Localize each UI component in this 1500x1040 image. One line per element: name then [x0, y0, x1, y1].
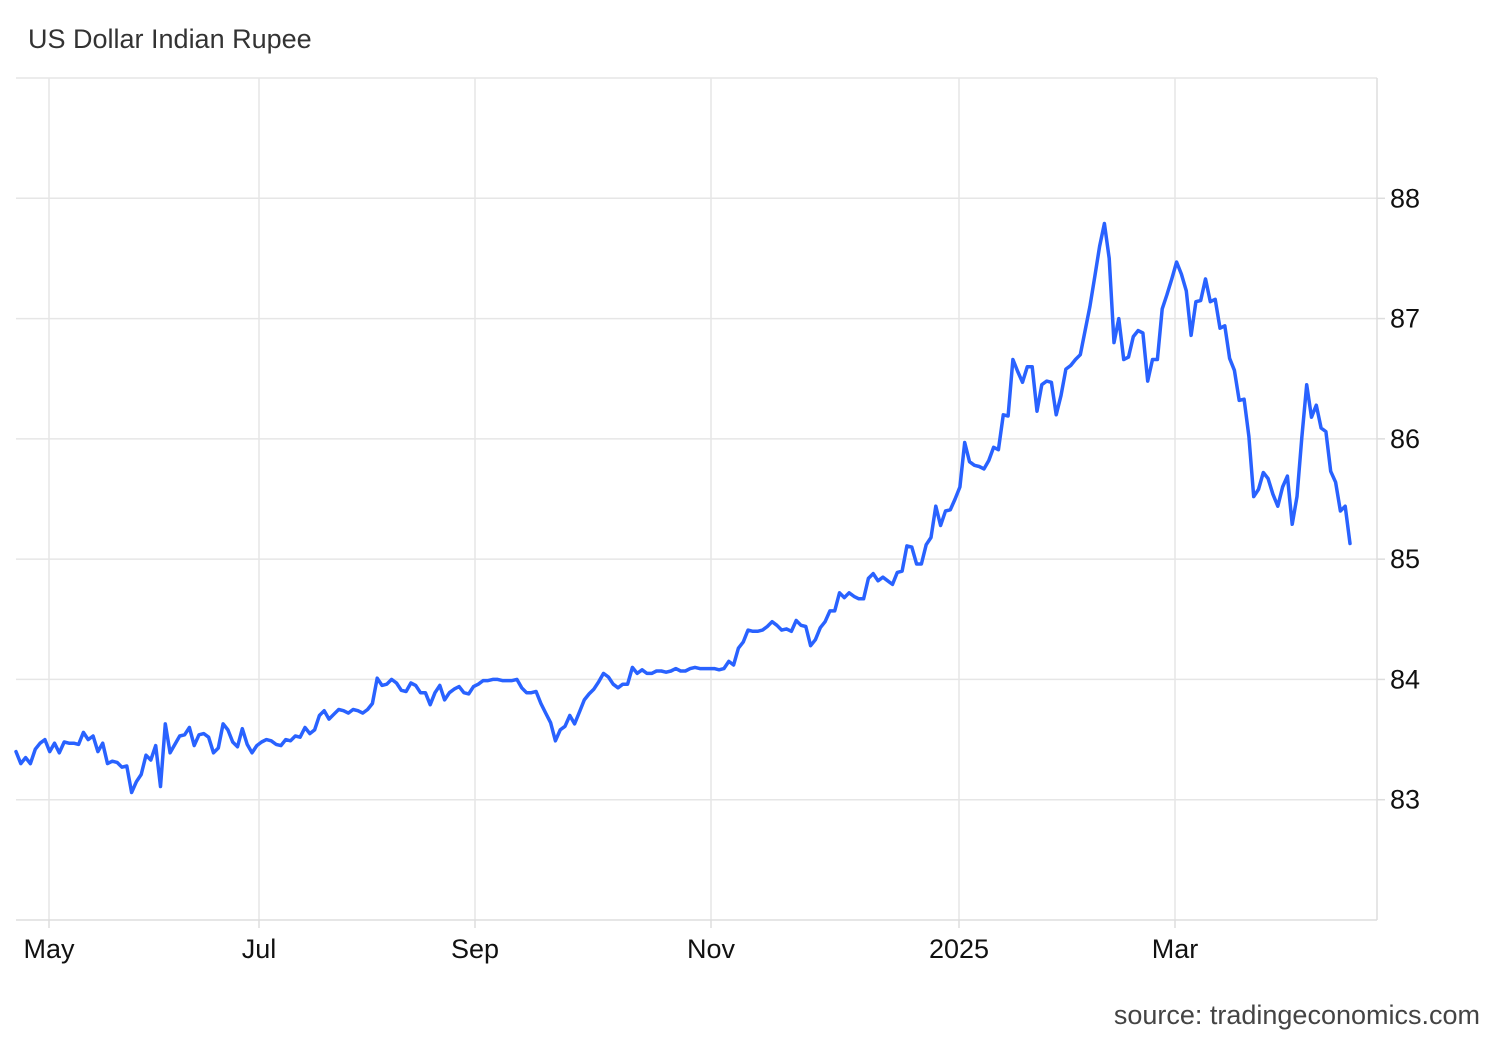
y-axis-labels: 83 84 85 86 87 88	[1390, 183, 1420, 814]
axes	[16, 77, 1385, 928]
chart-title: US Dollar Indian Rupee	[28, 24, 312, 54]
y-tick-label: 83	[1390, 785, 1420, 815]
series-line	[14, 221, 1352, 795]
x-tick-label: Mar	[1152, 934, 1199, 964]
x-axis-labels: May Jul Sep Nov 2025 Mar	[23, 934, 1198, 964]
y-tick-label: 85	[1390, 544, 1420, 574]
gridlines	[16, 78, 1377, 920]
y-tick-label: 87	[1390, 304, 1420, 334]
x-tick-label: Jul	[242, 934, 277, 964]
x-tick-label: Sep	[451, 934, 499, 964]
series-group	[14, 221, 1352, 795]
source-note: source: tradingeconomics.com	[1113, 1000, 1480, 1030]
y-tick-label: 84	[1390, 664, 1420, 694]
x-tick-label: May	[23, 934, 75, 964]
y-tick-label: 86	[1390, 424, 1420, 454]
x-tick-label: Nov	[687, 934, 736, 964]
x-tick-label: 2025	[929, 934, 989, 964]
y-tick-label: 88	[1390, 183, 1420, 213]
